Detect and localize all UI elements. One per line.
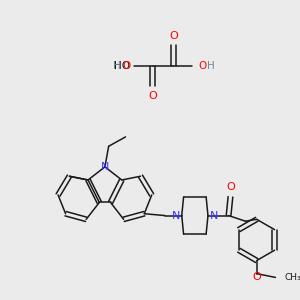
Text: O: O xyxy=(122,61,130,71)
Text: O: O xyxy=(252,272,261,282)
Text: O: O xyxy=(169,31,178,41)
Text: N: N xyxy=(209,211,218,220)
Text: N: N xyxy=(101,162,109,172)
Text: H: H xyxy=(207,61,215,71)
Text: H: H xyxy=(113,61,121,71)
Text: N: N xyxy=(172,211,180,220)
Text: O: O xyxy=(148,91,157,101)
Text: CH₃: CH₃ xyxy=(285,273,300,282)
Text: O: O xyxy=(226,182,235,193)
Text: HO: HO xyxy=(114,61,130,71)
Text: O: O xyxy=(198,61,206,71)
